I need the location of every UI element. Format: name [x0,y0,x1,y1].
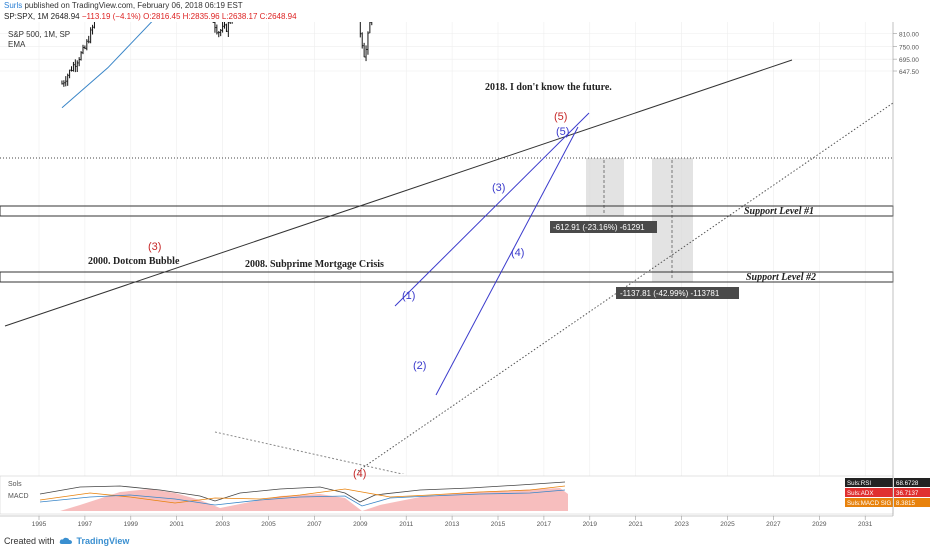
time-axis[interactable]: 1995 1997 1999 2001 2003 2005 2007 2009 2011 2013… [32,516,873,528]
macd-line [39,489,566,507]
x-tick-label: 2015 [491,521,506,528]
x-tick-label: 2021 [628,521,643,528]
rsi-line [39,481,566,503]
measure-label-2-bg [616,287,739,299]
annotation-future: 2018. I don't know the future. [485,82,612,93]
x-tick-label: 2029 [812,521,827,528]
long-trendline-upper [4,59,793,327]
legend-value: 68.6728 [896,480,919,487]
legend-label-bg [845,488,893,497]
measure-label-1: -612.91 (-23.16%) -61291 [553,223,645,232]
legend-value-bg [894,498,930,507]
publish-info: Surls published on TradingView.com, Febr… [4,1,243,10]
legend-label-bg [845,478,893,487]
grid [0,22,893,516]
wave-blue-2: (2) [413,360,426,372]
decline-line [214,431,405,474]
change-value: −113.19 (−4.1%) [81,12,141,21]
published-text: published on TradingView.com, February 0… [22,1,243,10]
x-tick-label: 1995 [32,521,47,528]
x-tick-label: 1999 [124,521,139,528]
wedge-lower-line [435,126,579,396]
wedge-upper-line [394,112,590,307]
measure-label-1-bg [550,221,657,233]
x-tick-label: 2023 [674,521,689,528]
wave-red-4: (4) [353,468,366,480]
x-tick-label: 2025 [720,521,735,528]
legend-value: 8.3815 [896,500,915,507]
y-tick-label: 695.00 [899,57,919,64]
wave-blue-4: (4) [511,247,524,259]
symbol-line: SP:SPX, 1M 2648.94 −113.19 (−4.1%) O:281… [4,12,297,21]
adx-line [39,485,566,504]
legend-label: Suls:ADX [847,490,873,497]
indicator-label-ema: EMA [8,40,26,49]
wave-blue-3: (3) [492,182,505,194]
x-tick-label: 2009 [353,521,368,528]
macd-histogram [60,488,568,511]
x-tick-label: 2019 [583,521,598,528]
pane-label-macd: MACD [8,493,29,500]
x-tick-label: 2027 [766,521,781,528]
publisher-name[interactable]: Surls [4,1,23,10]
measure-box-1 [586,158,624,216]
legend-label: Suls:RSI [847,480,871,487]
footer-brand[interactable]: TradingView [76,536,130,546]
symbol-value: SP:SPX, 1M 2648.94 [4,12,80,21]
x-tick-label: 2003 [215,521,230,528]
wave-red-5: (5) [554,111,567,123]
y-tick-label: 750.00 [899,44,919,51]
legend-value: 36.7137 [896,490,919,497]
x-tick-label: 2005 [261,521,276,528]
wave-blue-5: (5) [556,126,569,138]
price-series [61,22,373,87]
footer: Created with TradingView [4,536,129,546]
legend-label-bg [845,498,893,507]
measure-label-2: -1137.81 (-42.99%) -113781 [620,289,720,298]
x-tick-label: 2013 [445,521,460,528]
legend-value-bg [894,488,930,497]
support-label-2: Support Level #2 [746,272,816,283]
wave-red-3: (3) [148,241,161,253]
x-tick-label: 2017 [537,521,552,528]
cloud-icon [59,537,72,544]
annotation-dotcom: 2000. Dotcom Bubble [88,256,180,267]
y-tick-label: 647.50 [899,69,919,76]
price-axis[interactable]: 810.00 750.00 695.00 647.50 [893,31,919,76]
support-label-1: Support Level #1 [744,206,814,217]
chart-title: S&P 500, 1M, SP [8,30,70,39]
legend-value-bg [894,478,930,487]
x-tick-label: 2001 [169,521,184,528]
x-tick-label: 2031 [858,521,873,528]
ohlc-values: O:2816.45 H:2835.96 L:2638.17 C:2648.94 [143,12,297,21]
x-tick-label: 2007 [307,521,322,528]
wave-blue-1: (1) [402,290,415,302]
annotation-crisis: 2008. Subprime Mortgage Crisis [245,259,384,270]
indicator-legend: Suls:RSI 68.6728 Suls:ADX 36.7137 Suls:MACD … [845,478,930,507]
x-tick-label: 2011 [399,521,413,528]
pane-label-sols: Sols [8,481,22,488]
footer-created-with: Created with [4,536,55,546]
y-tick-label: 810.00 [899,31,919,38]
legend-label: Suls:MACD SIG [847,500,892,507]
x-tick-label: 1997 [78,521,93,528]
